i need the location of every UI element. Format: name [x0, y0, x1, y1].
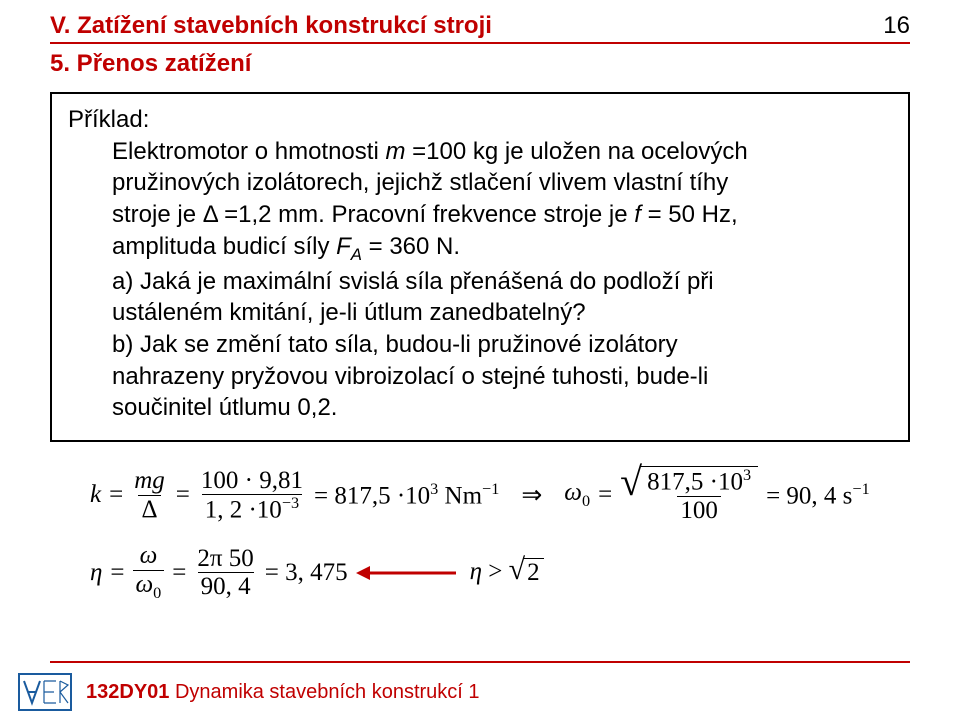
subsection-title: 5. Přenos zatížení: [50, 50, 910, 78]
footer-divider: [50, 661, 910, 663]
example-line-2: pružinových izolátorech, jejichž stlačen…: [112, 167, 892, 199]
frac-numeric-2: 2π 50 90, 4: [194, 545, 256, 601]
sqrt-expr: √ 817,5 ·103 100: [620, 466, 758, 524]
example-line-8: nahrazeny pryžovou vibroizolací o stejné…: [112, 361, 892, 393]
logo-icon: [18, 673, 72, 711]
implies-symbol: ⇒: [521, 480, 542, 510]
example-body: Elektromotor o hmotnosti m =100 kg je ul…: [68, 136, 892, 424]
chapter-title: V. Zatížení stavebních konstrukcí stroji: [50, 12, 492, 40]
frac-omega: ω ω0: [133, 542, 165, 602]
example-line-4: amplituda budicí síly FA = 360 N.: [112, 231, 892, 266]
frac-numeric-1: 100 · 9,81 1, 2 ·10−3: [198, 467, 306, 524]
content: Příklad: Elektromotor o hmotnosti m =100…: [0, 92, 960, 603]
example-line-9: součinitel útlumu 0,2.: [112, 392, 892, 424]
example-line-1: Elektromotor o hmotnosti m =100 kg je ul…: [112, 136, 892, 168]
equation-1: k = mg Δ = 100 · 9,81 1, 2 ·10−3 = 817,5…: [90, 466, 910, 524]
radical-icon: √: [620, 466, 642, 524]
example-line-7: b) Jak se změní tato síla, budou-li pruž…: [112, 329, 892, 361]
example-line-5: a) Jaká je maximální svislá síla přenáše…: [112, 266, 892, 298]
example-label: Příklad:: [68, 104, 892, 136]
equation-2: η = ω ω0 = 2π 50 90, 4 = 3, 475 η > √ 2: [90, 542, 910, 602]
example-line-6: ustáleném kmitání, je-li útlum zanedbate…: [112, 297, 892, 329]
example-box: Příklad: Elektromotor o hmotnosti m =100…: [50, 92, 910, 442]
frac-mg-delta: mg Δ: [131, 467, 168, 523]
header-row: V. Zatížení stavebních konstrukcí stroji…: [50, 12, 910, 40]
footer: 132DY01 Dynamika stavebních konstrukcí 1: [0, 661, 960, 725]
footer-text: 132DY01 Dynamika stavebních konstrukcí 1: [86, 681, 480, 704]
math-block: k = mg Δ = 100 · 9,81 1, 2 ·10−3 = 817,5…: [90, 466, 910, 603]
header: V. Zatížení stavebních konstrukcí stroji…: [0, 0, 960, 78]
footer-row: 132DY01 Dynamika stavebních konstrukcí 1: [18, 673, 910, 711]
page-number: 16: [883, 12, 910, 40]
header-divider: [50, 42, 910, 44]
arrow-left-icon: [356, 566, 456, 580]
example-line-3: stroje je Δ =1,2 mm. Pracovní frekvence …: [112, 199, 892, 231]
